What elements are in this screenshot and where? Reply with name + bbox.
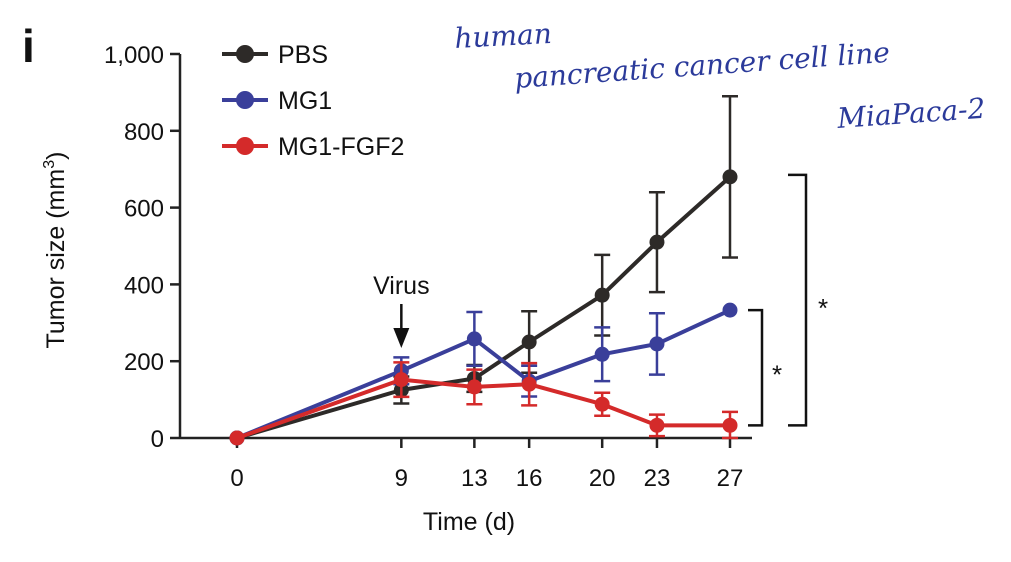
virus-arrow-head	[393, 328, 410, 348]
data-point	[594, 346, 610, 362]
legend-marker-2	[236, 137, 254, 155]
x-axis-label: Time (d)	[423, 508, 515, 536]
x-tick-label: 13	[461, 465, 488, 492]
data-point	[521, 334, 537, 350]
y-axis-label-close: )	[42, 152, 70, 160]
data-point	[649, 234, 665, 250]
y-axis-label-sup: 3	[41, 160, 58, 169]
y-tick-label: 400	[124, 272, 164, 299]
series-layer	[229, 94, 738, 446]
x-tick-label: 23	[644, 465, 671, 492]
data-point	[594, 287, 610, 303]
virus-annotation: Virus	[373, 272, 430, 348]
data-point	[466, 379, 482, 395]
data-point	[466, 331, 482, 347]
data-point	[722, 302, 738, 318]
legend-marker-1	[236, 91, 254, 109]
data-point	[649, 417, 665, 433]
panel-label: i	[22, 20, 35, 72]
data-point	[649, 336, 665, 352]
series-2	[229, 361, 738, 446]
legend-label-0: PBS	[278, 41, 328, 69]
virus-label: Virus	[373, 272, 430, 300]
legend-marker-0	[236, 45, 254, 63]
x-tick-label: 27	[717, 465, 744, 492]
legend: PBS MG1 MG1-FGF2	[222, 41, 404, 161]
handwritten-note-line-2: pancreatic cancer cell line	[513, 36, 891, 95]
bracket-outer	[788, 173, 808, 427]
y-tick-label: 200	[124, 349, 164, 376]
data-point	[393, 372, 409, 388]
x-tick-label: 16	[516, 465, 543, 492]
handwritten-note-line-1: human	[454, 17, 553, 55]
y-tick-label: 0	[151, 426, 164, 453]
x-tick-label: 9	[395, 465, 408, 492]
data-point	[722, 169, 738, 185]
x-tick-label: 0	[230, 465, 243, 492]
y-axis-label: Tumor size (mm3)	[41, 152, 70, 349]
x-tick-label: 20	[589, 465, 616, 492]
data-point	[229, 430, 245, 446]
significance-brackets: * *	[748, 173, 828, 427]
y-tick-label: 800	[124, 119, 164, 146]
bracket-inner	[748, 308, 764, 427]
data-point	[722, 417, 738, 433]
y-ticks: 0 200 400 600 800 1,000	[104, 42, 180, 453]
y-axis-label-main: Tumor size (mm	[42, 169, 70, 349]
handwritten-note-line-3: MiaPaca-2	[835, 92, 986, 135]
bracket-inner-star: *	[772, 360, 782, 390]
data-point	[594, 396, 610, 412]
y-tick-label: 1,000	[104, 42, 164, 69]
legend-label-2: MG1-FGF2	[278, 133, 404, 161]
legend-label-1: MG1	[278, 87, 332, 115]
data-point	[521, 376, 537, 392]
y-tick-label: 600	[124, 196, 164, 223]
x-ticks: 0 9 13 16 20 23 27	[230, 438, 743, 492]
bracket-outer-star: *	[818, 293, 828, 323]
